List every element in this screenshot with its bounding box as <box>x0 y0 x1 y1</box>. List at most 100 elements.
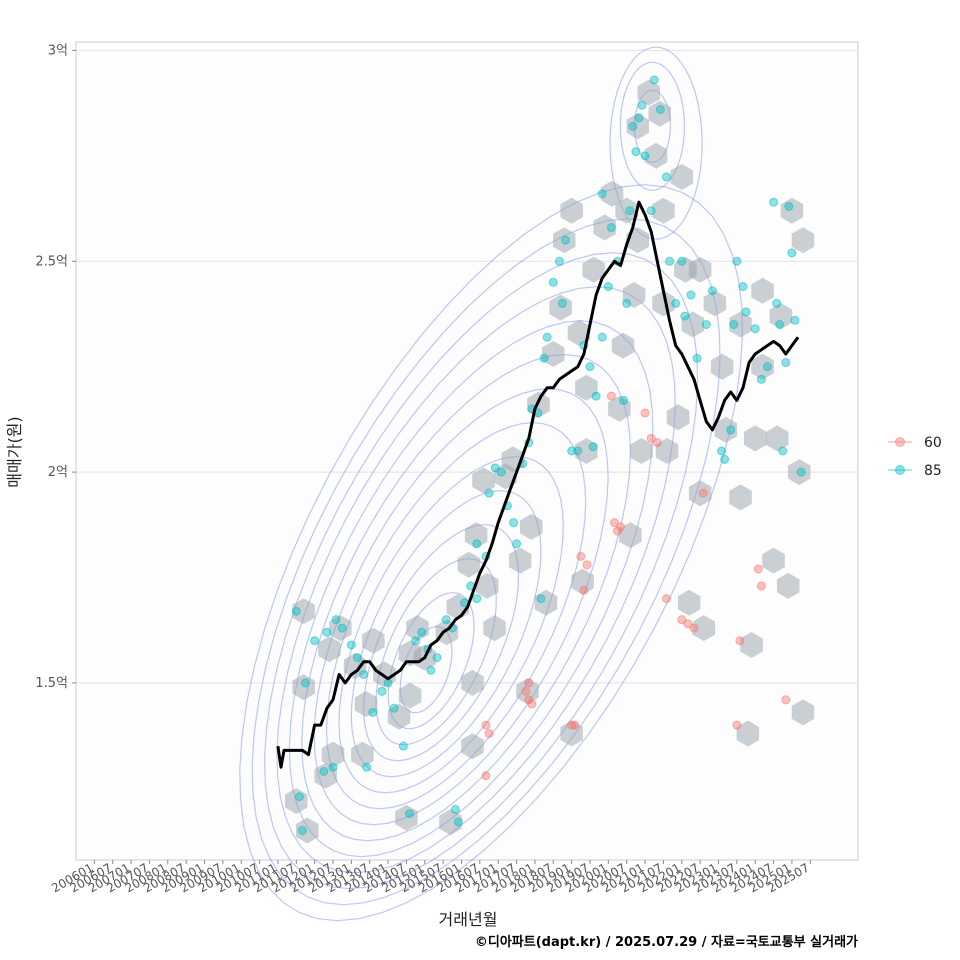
data-point-85 <box>337 623 347 633</box>
data-point-85 <box>665 256 675 266</box>
hexbin-cell <box>780 197 804 224</box>
hexbin-cell <box>296 817 319 844</box>
hexbin-cell <box>600 180 624 207</box>
hexbin-cell <box>593 214 616 241</box>
hexbin-cell <box>736 720 760 747</box>
hexbin-cell <box>788 459 811 486</box>
hexbin-cell <box>560 197 583 224</box>
data-point-85 <box>472 539 482 549</box>
data-point-85 <box>300 678 310 688</box>
data-point-85 <box>787 248 797 258</box>
hexbin-cell <box>615 197 638 224</box>
density-contour <box>375 558 497 746</box>
data-point-60 <box>735 636 745 646</box>
hexbin-cell <box>751 277 774 304</box>
hexbin-cell <box>743 425 767 452</box>
y-tick-label: 2억 <box>48 465 68 480</box>
data-point-85 <box>622 298 632 308</box>
data-point-85 <box>567 446 577 456</box>
data-point-85 <box>640 151 650 161</box>
data-point-85 <box>726 425 736 435</box>
data-point-85 <box>701 320 711 330</box>
hexbin-cell <box>461 733 484 760</box>
data-point-85 <box>573 446 583 456</box>
data-point-60 <box>521 686 531 696</box>
hexbin-cell <box>439 809 462 836</box>
data-point-60 <box>606 391 616 401</box>
hexbin-cell <box>692 615 716 642</box>
data-point-85 <box>597 332 607 342</box>
trend-line <box>276 200 800 769</box>
data-point-85 <box>729 320 739 330</box>
legend-key-dot <box>895 437 905 447</box>
data-point-85 <box>637 100 647 110</box>
data-point-85 <box>536 594 546 604</box>
data-point-85 <box>294 792 304 802</box>
data-point-85 <box>756 374 766 384</box>
data-point-85 <box>686 290 696 300</box>
hexbin-cell <box>362 627 385 654</box>
data-point-85 <box>631 147 641 157</box>
plot-panel <box>75 41 859 861</box>
hexbin-cell <box>652 197 675 224</box>
data-point-85 <box>606 223 616 233</box>
data-point-85 <box>778 446 788 456</box>
data-point-85 <box>762 362 772 372</box>
data-point-85 <box>628 121 638 131</box>
data-point-85 <box>588 442 598 452</box>
data-point-85 <box>738 282 748 292</box>
data-point-85 <box>432 653 442 663</box>
data-point-60 <box>524 678 534 688</box>
data-point-85 <box>512 539 522 549</box>
hexbin-cell <box>398 682 422 709</box>
data-point-85 <box>784 201 794 211</box>
data-point-85 <box>557 298 567 308</box>
caption: ©디아파트(dapt.kr) / 2025.07.29 / 자료=국토교통부 실… <box>475 934 858 950</box>
hexbin-cell <box>622 282 646 308</box>
data-point-85 <box>453 817 463 827</box>
hexbin-cell <box>751 353 774 380</box>
data-point-60 <box>689 623 699 633</box>
data-point-85 <box>539 353 549 363</box>
hexbin-cell <box>655 438 679 464</box>
density-contour <box>338 456 564 794</box>
density-contour <box>239 184 744 922</box>
data-point-85 <box>490 463 500 473</box>
hexbin-cell <box>769 303 793 330</box>
data-point-85 <box>707 286 717 296</box>
data-point-85 <box>661 172 671 182</box>
data-point-60 <box>640 408 650 418</box>
x-axis-title: 거래년월 <box>439 910 498 929</box>
data-point-85 <box>750 324 760 334</box>
legend-key-dot <box>895 465 905 475</box>
data-point-85 <box>297 825 307 835</box>
hexbin-cell <box>516 678 539 705</box>
data-point-85 <box>634 113 644 123</box>
data-point-85 <box>441 615 451 625</box>
hexbin-cell <box>457 551 481 578</box>
x-axis-ticks: 2006012006072007012007072008012008072009… <box>49 860 812 896</box>
hexbin-cell <box>567 319 591 346</box>
data-point-85 <box>585 362 595 372</box>
hexbin-cell <box>520 513 543 540</box>
data-point-85 <box>655 104 665 114</box>
trend-line-layer <box>276 200 800 769</box>
data-point-60 <box>484 729 494 739</box>
hexbin-cell <box>644 142 668 169</box>
data-point-85 <box>671 298 681 308</box>
density-contour <box>609 46 703 240</box>
hexbin-cell <box>608 395 631 422</box>
hexbin-cell <box>534 589 558 616</box>
data-point-85 <box>680 311 690 321</box>
data-point-85 <box>322 627 332 637</box>
y-axis-ticks: 1.5억 2억 2.5억 3억 <box>35 43 76 691</box>
y-tick-label: 1.5억 <box>35 676 68 691</box>
hexbin-cell <box>318 636 341 663</box>
data-point-85 <box>352 653 362 663</box>
density-contour <box>263 252 699 890</box>
hexbin-cell <box>395 804 418 831</box>
y-tick-label: 3억 <box>48 43 68 58</box>
hexbin-cell <box>729 311 752 338</box>
hexbin-cell <box>791 699 815 726</box>
